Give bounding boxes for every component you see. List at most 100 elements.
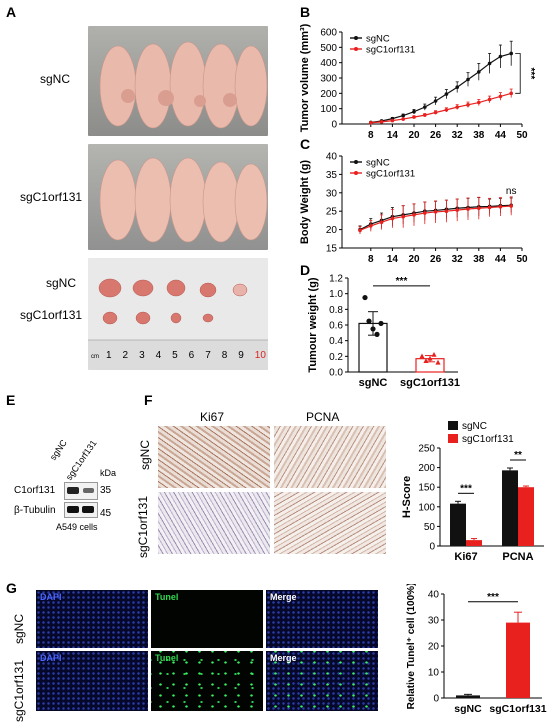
channel-label-tunel: Tunel [155, 653, 179, 663]
y-tick-label: 200 [320, 89, 337, 100]
row-label-sgnc: sgNC [40, 72, 71, 86]
y-tick-label: 35 [326, 170, 338, 181]
ihc-ki67-sgnc [158, 426, 270, 488]
ruler-tick: 7 [205, 350, 211, 361]
y-tick-label: 200 [418, 463, 435, 474]
cell-line-label: A549 cells [56, 522, 98, 532]
x-tick-label: 14 [387, 130, 399, 138]
kda-label: kDa [100, 468, 117, 478]
y-tick-label: 150 [418, 483, 435, 494]
channel-label-dapi: DAPI [40, 653, 62, 663]
row-label-sgc1orf131-f: sgC1orf131 [136, 495, 151, 559]
data-point [401, 117, 405, 121]
fluor-merge-sgc1orf131: Merge [266, 651, 378, 711]
data-point [401, 214, 405, 219]
ihc-ki67-sgc1orf131 [158, 492, 270, 554]
x-tick-label: Ki67 [454, 551, 477, 563]
y-tick-label: 50 [424, 522, 436, 533]
x-tick-label: 20 [408, 254, 420, 264]
x-tick-label: 44 [495, 254, 507, 264]
y-tick-label: 20 [326, 225, 338, 236]
panel-letter-a: A [6, 4, 17, 20]
y-tick-label: 100 [418, 502, 435, 513]
channel-label-merge: Merge [270, 592, 297, 602]
significance-label: ns [506, 186, 517, 197]
legend-marker [354, 171, 358, 175]
mice-photo-sgnc [88, 26, 268, 136]
x-tick-label: 38 [473, 254, 485, 264]
band [67, 487, 79, 494]
panel-letter-e: E [6, 392, 16, 408]
x-tick-label: sgC1orf131 [400, 377, 460, 389]
series-line-sgNC [370, 52, 512, 124]
data-point [362, 294, 368, 301]
significance-label: *** [487, 592, 499, 603]
legend-label: sgC1orf131 [366, 45, 415, 56]
band-label-tubulin: β-Tubulin [14, 505, 56, 516]
panel-letter-b: B [300, 4, 311, 20]
bar-sgNC-PCNA [502, 470, 518, 546]
lane-label-sgnc: sgNC [47, 437, 69, 462]
ihc-pcna-sgc1orf131 [274, 492, 386, 554]
y-tick-label: 600 [320, 28, 337, 39]
data-point [378, 320, 384, 327]
tumor-illustration [88, 278, 268, 370]
data-point [423, 113, 427, 117]
data-point [433, 210, 438, 214]
data-point [412, 115, 416, 119]
data-point [455, 85, 459, 89]
band [67, 506, 79, 513]
x-tick-label: 50 [516, 254, 528, 264]
data-point [366, 318, 372, 324]
ruler-unit: cm [91, 354, 99, 360]
y-axis-title: Tumour weight (g) [307, 277, 319, 372]
significance-label: ** [514, 450, 522, 461]
x-tick-label: sgNC [359, 377, 388, 389]
y-tick-label: 500 [320, 43, 337, 54]
legend-marker [354, 47, 358, 51]
mice-illustration [99, 157, 268, 243]
data-point [477, 70, 481, 74]
x-tick-label: 8 [368, 254, 374, 264]
kda-45: 45 [100, 508, 112, 519]
col-label-pcna: PCNA [306, 410, 340, 424]
legend-label: sgNC [462, 421, 487, 432]
ruler-ticks: 1 2 3 4 5 6 7 8 9 10 [106, 350, 266, 361]
bar-sgNC-Ki67 [450, 503, 466, 546]
y-tick-label: 40 [428, 590, 440, 601]
legend-label: sgC1orf131 [462, 434, 514, 445]
y-tick-label: 0.4 [329, 336, 343, 347]
data-point [390, 118, 395, 123]
significance-label: *** [460, 483, 472, 494]
significance-label: *** [525, 68, 536, 80]
data-point [433, 110, 438, 115]
band [83, 488, 94, 493]
lane-label-sgc1orf131: sgC1orf131 [63, 438, 99, 482]
y-tick-label: 300 [320, 74, 337, 85]
y-tick-label: 0 [433, 694, 439, 705]
data-point [369, 120, 373, 125]
data-point [509, 91, 513, 96]
fluor-dapi-sgc1orf131: DAPI [36, 651, 148, 711]
legend-label: sgC1orf131 [366, 169, 415, 180]
y-tick-label: 1.0 [329, 289, 343, 300]
row-label-sgnc-f: sgNC [138, 439, 153, 471]
y-axis-title: Tumor volume (mm³) [299, 23, 311, 132]
mice-illustration [99, 41, 268, 129]
x-tick-label: 32 [452, 130, 464, 138]
data-point [487, 205, 492, 210]
y-tick-label: 0.0 [329, 368, 343, 379]
ruler-tick: 8 [221, 350, 228, 361]
chart-d-tumour-weight: 0.0 0.2 0.4 0.6 0.8 1.0 1.2 Tumour weight (g) sg… [307, 274, 460, 390]
ruler-tick: 6 [188, 350, 195, 361]
legend-swatch [448, 434, 458, 443]
data-point [390, 216, 395, 221]
row-label-sgc1orf131-g: sgC1orf131 [12, 659, 27, 723]
series-line-sgC1orf131 [370, 92, 512, 124]
fluor-tunel-sgnc: Tunel [151, 590, 263, 648]
x-tick-label: sgC1orf131 [489, 703, 546, 715]
blot-c1orf131 [64, 482, 98, 500]
channel-label-tunel: Tunel [155, 592, 179, 602]
band-label-c1orf131: C1orf131 [14, 485, 56, 496]
data-point [423, 211, 427, 215]
